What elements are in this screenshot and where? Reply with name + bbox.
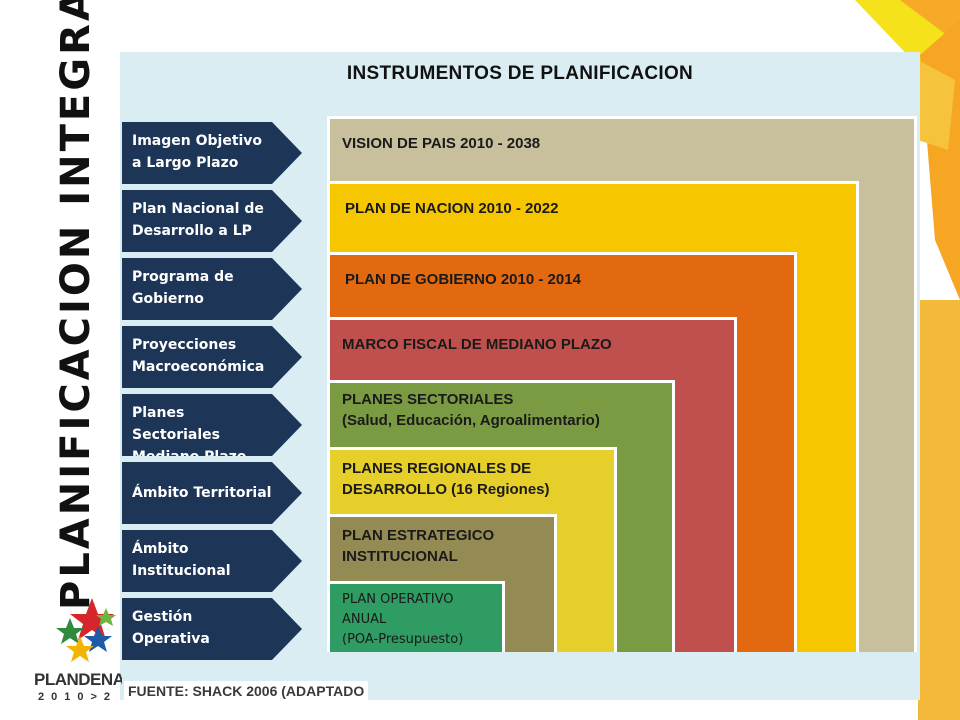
arrow-line2: Desarrollo a LP bbox=[132, 223, 252, 239]
sectoriales-line2: (Salud, Educación, Agroalimentario) bbox=[342, 412, 600, 429]
side-vertical-title: PLANIFICACION INTEGRAL bbox=[53, 0, 99, 610]
arrow-line1: Programa de bbox=[132, 269, 234, 285]
arrow-imagen-objetivo: Imagen Objetivo a Largo Plazo bbox=[122, 122, 302, 184]
box-plan-operativo: PLAN OPERATIVO ANUAL (POA-Presupuesto) bbox=[327, 581, 505, 652]
sectoriales-line1: PLANES SECTORIALES bbox=[342, 391, 514, 408]
estrategico-line1: PLAN ESTRATEGICO bbox=[342, 527, 495, 544]
operativo-line3: (POA-Presupuesto) bbox=[342, 632, 464, 647]
operativo-line1: PLAN OPERATIVO bbox=[342, 592, 454, 607]
arrow-line1: Ámbito Territorial bbox=[132, 485, 272, 501]
arrow-line1: Planes Sectoriales bbox=[132, 405, 220, 443]
arrow-ambito-institucional: Ámbito Institucional bbox=[122, 530, 302, 592]
regionales-line1: PLANES REGIONALES DE bbox=[342, 460, 532, 477]
regionales-line2: DESARROLLO (16 Regiones) bbox=[342, 481, 550, 498]
arrow-line2: Gobierno bbox=[132, 291, 204, 307]
arrow-line2: Mediano Plazo bbox=[132, 446, 274, 456]
arrow-programa-gobierno: Programa de Gobierno bbox=[122, 258, 302, 320]
arrow-planes-sectoriales: Planes Sectoriales Mediano Plazo bbox=[122, 394, 302, 456]
arrow-ambito-territorial: Ámbito Territorial bbox=[122, 462, 302, 524]
operativo-line2: ANUAL bbox=[342, 612, 387, 627]
arrow-line2: Macroeconómica bbox=[132, 359, 265, 375]
arrow-proyecciones: Proyecciones Macroeconómica bbox=[122, 326, 302, 388]
page-title: INSTRUMENTOS DE PLANIFICACION bbox=[346, 63, 694, 84]
arrow-line1: Plan Nacional de bbox=[132, 201, 264, 217]
logo-stars-icon bbox=[56, 598, 116, 662]
arrow-gestion-operativa: Gestión Operativa bbox=[122, 598, 302, 660]
marco-label: MARCO FISCAL DE MEDIANO PLAZO bbox=[342, 336, 612, 353]
arrow-line2: a Largo Plazo bbox=[132, 155, 239, 171]
gobierno-label: PLAN DE GOBIERNO 2010 - 2014 bbox=[345, 271, 581, 288]
arrow-line1: Gestión bbox=[132, 609, 193, 625]
arrow-line1: Imagen Objetivo bbox=[132, 133, 263, 149]
arrow-line2: Institucional bbox=[132, 563, 231, 579]
vision-label: VISION DE PAIS 2010 - 2038 bbox=[342, 135, 541, 152]
arrow-line2: Operativa bbox=[132, 631, 210, 647]
estrategico-line2: INSTITUCIONAL bbox=[342, 548, 458, 565]
nacion-label: PLAN DE NACION 2010 - 2022 bbox=[345, 200, 559, 217]
source-note: FUENTE: SHACK 2006 (ADAPTADO bbox=[124, 681, 369, 701]
arrow-line1: Ámbito bbox=[132, 541, 189, 557]
arrow-line1: Proyecciones bbox=[132, 337, 237, 353]
logo-subtext: 2010>2 bbox=[38, 691, 118, 703]
arrow-plan-nacional: Plan Nacional de Desarrollo a LP bbox=[122, 190, 302, 252]
